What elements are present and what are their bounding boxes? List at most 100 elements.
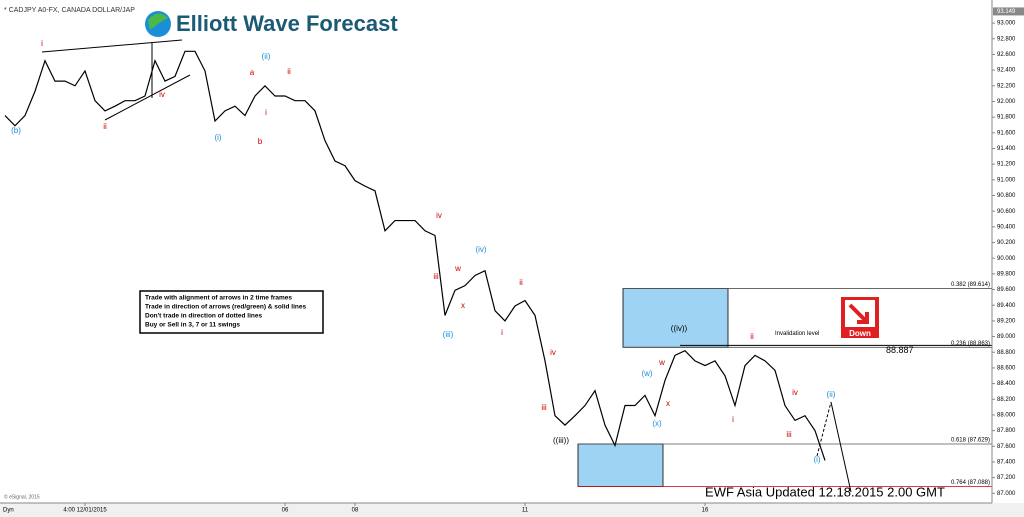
y-tick-label: 89.000 bbox=[997, 334, 1016, 340]
rules-box bbox=[139, 290, 324, 334]
y-tick-label: 89.600 bbox=[997, 287, 1016, 293]
wave-label: (b) bbox=[11, 126, 21, 135]
trend-line bbox=[41, 39, 183, 53]
wave-label: iii bbox=[786, 430, 792, 439]
y-tick-label: 91.400 bbox=[997, 146, 1016, 152]
y-tick-label: 91.200 bbox=[997, 162, 1016, 168]
x-tick-label: 11 bbox=[522, 508, 529, 514]
wave-label: (iii) bbox=[443, 330, 454, 339]
y-tick-label: 92.800 bbox=[997, 36, 1016, 42]
forecast-path bbox=[830, 401, 852, 493]
wave-label: iii bbox=[541, 403, 547, 412]
invalidation-price: 88.887 bbox=[886, 345, 914, 355]
wave-label: (ii) bbox=[827, 390, 836, 399]
rules: Trade with alignment of arrows in 2 time… bbox=[145, 295, 306, 329]
symbol: * CADJPY A0-FX, CANADA DOLLAR/JAP bbox=[4, 7, 135, 14]
target-box bbox=[622, 288, 729, 348]
wave-label: i bbox=[41, 39, 43, 48]
y-axis-area bbox=[992, 0, 1024, 503]
wave-label: ii bbox=[287, 67, 291, 76]
wave-label: x bbox=[666, 399, 670, 408]
invalidation-label: Invalidation level bbox=[775, 331, 819, 337]
last-price-box bbox=[993, 7, 1024, 16]
wave-label: iv bbox=[792, 388, 798, 397]
rule: Trade in direction of arrows (red/green)… bbox=[145, 304, 306, 311]
logo-land bbox=[148, 13, 168, 31]
x-tick-label: 16 bbox=[702, 508, 709, 514]
wave-label: i bbox=[732, 415, 734, 424]
signal-arrow bbox=[848, 303, 869, 324]
wave-label: a bbox=[250, 68, 255, 77]
wave-label: ((iii)) bbox=[553, 436, 569, 445]
target-box bbox=[577, 443, 664, 487]
wave-label: (i) bbox=[813, 455, 820, 464]
y-tick-label: 90.000 bbox=[997, 256, 1016, 262]
y-tick-label: 88.600 bbox=[997, 365, 1016, 371]
y-tick-label: 90.400 bbox=[997, 224, 1016, 230]
wave-label: x bbox=[461, 301, 465, 310]
y-tick-label: 92.200 bbox=[997, 83, 1016, 89]
rule: Trade with alignment of arrows in 2 time… bbox=[145, 295, 292, 302]
x-axis-area bbox=[0, 503, 1024, 517]
axis-labels: 87.000 87.200 87.400 87.600 87.800 88.000 88.2… bbox=[63, 7, 1024, 514]
wave-label: w bbox=[658, 358, 665, 367]
y-tick-label: 89.800 bbox=[997, 271, 1016, 277]
last-price: 93.149 bbox=[997, 9, 1016, 15]
wave-labels: (b)iiiiv(i)a(ii)iiibiviiiwx(iv)(iii)iiii… bbox=[11, 39, 836, 464]
y-tick-label: 90.600 bbox=[997, 209, 1016, 215]
wave-label: iii bbox=[433, 272, 439, 281]
wave-label: ii bbox=[519, 278, 523, 287]
plot bbox=[4, 50, 826, 461]
signal-label: Down bbox=[849, 329, 871, 338]
wave-label: iv bbox=[159, 90, 165, 99]
x-tick-label: 4:00 12/01/2015 bbox=[63, 508, 107, 514]
wave-label: (ii) bbox=[262, 52, 271, 61]
rule: Don't trade in direction of dotted lines bbox=[145, 313, 262, 320]
y-tick-label: 93.000 bbox=[997, 21, 1016, 27]
wave-label: ((iv)) bbox=[671, 324, 688, 333]
wave-label: (i) bbox=[214, 133, 221, 142]
wave-label: iv bbox=[550, 348, 556, 357]
y-tick-label: 90.800 bbox=[997, 193, 1016, 199]
wave-label: (w) bbox=[641, 369, 652, 378]
trend-line bbox=[104, 74, 191, 121]
y-tick-label: 89.400 bbox=[997, 303, 1016, 309]
fib-label: 0.236 (88.863) bbox=[951, 341, 990, 347]
y-tick-label: 88.800 bbox=[997, 350, 1016, 356]
wave-label: (iv) bbox=[475, 245, 486, 254]
wave-label: ii bbox=[103, 122, 107, 131]
wave-label: i bbox=[265, 108, 267, 117]
x-tick-label: 08 bbox=[352, 508, 359, 514]
forecast-path bbox=[816, 401, 832, 457]
x-tick-label: 06 bbox=[282, 508, 289, 514]
wave-label: (x) bbox=[652, 419, 662, 428]
rule: Buy or Sell in 3, 7 or 11 swings bbox=[145, 322, 240, 329]
y-tick-label: 88.200 bbox=[997, 397, 1016, 403]
wave-label: iv bbox=[436, 211, 442, 220]
fib-levels: 0.382 (89.614) 0.236 (88.863) 0.618 (87.62… bbox=[577, 282, 992, 487]
y-tick-label: 91.800 bbox=[997, 115, 1016, 121]
fib-label: 0.382 (89.614) bbox=[951, 282, 990, 288]
fib-label: 0.618 (87.629) bbox=[951, 438, 990, 444]
price-line bbox=[4, 50, 826, 461]
wave-label: w bbox=[454, 264, 461, 273]
y-tick-label: 87.000 bbox=[997, 491, 1016, 497]
y-tick-label: 90.200 bbox=[997, 240, 1016, 246]
y-tick-label: 87.400 bbox=[997, 460, 1016, 466]
y-tick-label: 87.600 bbox=[997, 444, 1016, 450]
interval: Dyn bbox=[3, 508, 14, 514]
brand: Elliott Wave Forecast bbox=[176, 11, 398, 36]
y-tick-label: 87.200 bbox=[997, 475, 1016, 481]
y-tick-label: 92.400 bbox=[997, 68, 1016, 74]
y-tick-label: 88.000 bbox=[997, 413, 1016, 419]
wave-label: i bbox=[501, 328, 503, 337]
y-tick-label: 89.200 bbox=[997, 318, 1016, 324]
fib-label: 0.764 (87.088) bbox=[951, 480, 990, 486]
wave-label: ii bbox=[750, 332, 754, 341]
y-tick-label: 88.400 bbox=[997, 381, 1016, 387]
y-tick-label: 91.600 bbox=[997, 130, 1016, 136]
y-tick-label: 91.000 bbox=[997, 177, 1016, 183]
y-tick-label: 92.600 bbox=[997, 52, 1016, 58]
